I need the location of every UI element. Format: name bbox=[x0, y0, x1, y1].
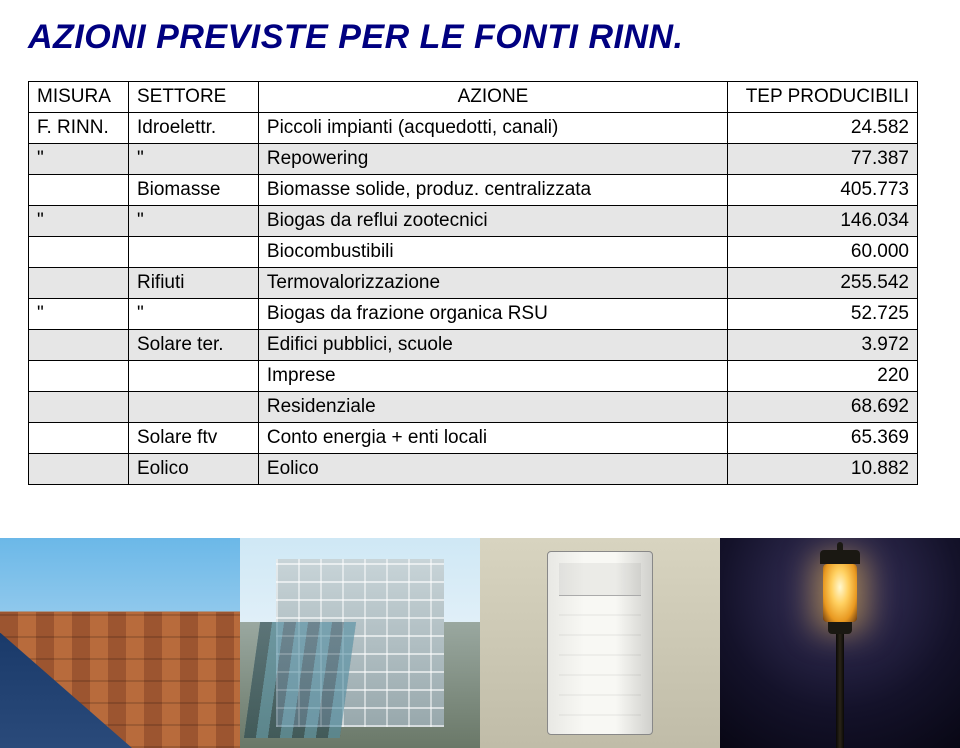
table-row: Imprese220 bbox=[29, 361, 918, 392]
table-row: Solare ftvConto energia + enti locali65.… bbox=[29, 423, 918, 454]
table-container: MISURA SETTORE AZIONE TEP PRODUCIBILI F.… bbox=[28, 81, 918, 485]
cell-settore bbox=[128, 361, 258, 392]
cell-misura bbox=[29, 392, 129, 423]
cell-tep: 3.972 bbox=[728, 330, 918, 361]
cell-tep: 10.882 bbox=[728, 454, 918, 485]
table-row: ""Repowering77.387 bbox=[29, 144, 918, 175]
actions-table: MISURA SETTORE AZIONE TEP PRODUCIBILI F.… bbox=[28, 81, 918, 485]
table-row: Solare ter.Edifici pubblici, scuole3.972 bbox=[29, 330, 918, 361]
cell-misura bbox=[29, 268, 129, 299]
cell-azione: Eolico bbox=[258, 454, 727, 485]
cell-misura: " bbox=[29, 206, 129, 237]
cell-tep: 146.034 bbox=[728, 206, 918, 237]
cell-settore: Rifiuti bbox=[128, 268, 258, 299]
cell-azione: Conto energia + enti locali bbox=[258, 423, 727, 454]
cell-settore: Solare ter. bbox=[128, 330, 258, 361]
cell-tep: 255.542 bbox=[728, 268, 918, 299]
cell-azione: Edifici pubblici, scuole bbox=[258, 330, 727, 361]
slide: AZIONI PREVISTE PER LE FONTI RINN. MISUR… bbox=[0, 0, 960, 748]
cell-azione: Residenziale bbox=[258, 392, 727, 423]
cell-settore: Biomasse bbox=[128, 175, 258, 206]
cell-tep: 65.369 bbox=[728, 423, 918, 454]
table-row: Residenziale68.692 bbox=[29, 392, 918, 423]
cell-azione: Repowering bbox=[258, 144, 727, 175]
cell-azione: Biomasse solide, produz. centralizzata bbox=[258, 175, 727, 206]
cell-settore: Idroelettr. bbox=[128, 113, 258, 144]
cell-settore: " bbox=[128, 206, 258, 237]
cell-misura bbox=[29, 454, 129, 485]
table-row: RifiutiTermovalorizzazione255.542 bbox=[29, 268, 918, 299]
table-row: ""Biogas da frazione organica RSU52.725 bbox=[29, 299, 918, 330]
cell-azione: Biocombustibili bbox=[258, 237, 727, 268]
cell-settore: Solare ftv bbox=[128, 423, 258, 454]
cell-tep: 52.725 bbox=[728, 299, 918, 330]
cell-tep: 220 bbox=[728, 361, 918, 392]
cell-azione: Termovalorizzazione bbox=[258, 268, 727, 299]
solar-roof-tiles-photo bbox=[0, 538, 240, 748]
office-building-photo bbox=[240, 538, 480, 748]
cell-azione: Biogas da reflui zootecnici bbox=[258, 206, 727, 237]
table-header-row: MISURA SETTORE AZIONE TEP PRODUCIBILI bbox=[29, 82, 918, 113]
cell-azione: Imprese bbox=[258, 361, 727, 392]
cell-misura: F. RINN. bbox=[29, 113, 129, 144]
cell-tep: 60.000 bbox=[728, 237, 918, 268]
header-misura: MISURA bbox=[29, 82, 129, 113]
header-tep: TEP PRODUCIBILI bbox=[728, 82, 918, 113]
table-row: F. RINN.Idroelettr.Piccoli impianti (acq… bbox=[29, 113, 918, 144]
header-settore: SETTORE bbox=[128, 82, 258, 113]
street-lamp-night-photo bbox=[720, 538, 960, 748]
cell-misura bbox=[29, 237, 129, 268]
table-row: BiomasseBiomasse solide, produz. central… bbox=[29, 175, 918, 206]
cell-settore: Eolico bbox=[128, 454, 258, 485]
cell-misura bbox=[29, 423, 129, 454]
page-title: AZIONI PREVISTE PER LE FONTI RINN. bbox=[0, 0, 960, 57]
cell-tep: 405.773 bbox=[728, 175, 918, 206]
cell-misura: " bbox=[29, 299, 129, 330]
cell-tep: 68.692 bbox=[728, 392, 918, 423]
cell-settore bbox=[128, 237, 258, 268]
cell-tep: 77.387 bbox=[728, 144, 918, 175]
table-row: ""Biogas da reflui zootecnici146.034 bbox=[29, 206, 918, 237]
cell-settore: " bbox=[128, 144, 258, 175]
cell-misura bbox=[29, 330, 129, 361]
cell-misura bbox=[29, 175, 129, 206]
refrigerator-photo bbox=[480, 538, 720, 748]
cell-settore bbox=[128, 392, 258, 423]
cell-azione: Piccoli impianti (acquedotti, canali) bbox=[258, 113, 727, 144]
cell-misura: " bbox=[29, 144, 129, 175]
table-row: Biocombustibili60.000 bbox=[29, 237, 918, 268]
cell-tep: 24.582 bbox=[728, 113, 918, 144]
header-azione: AZIONE bbox=[258, 82, 727, 113]
cell-azione: Biogas da frazione organica RSU bbox=[258, 299, 727, 330]
cell-misura bbox=[29, 361, 129, 392]
table-row: EolicoEolico10.882 bbox=[29, 454, 918, 485]
bottom-image-strip bbox=[0, 538, 960, 748]
cell-settore: " bbox=[128, 299, 258, 330]
